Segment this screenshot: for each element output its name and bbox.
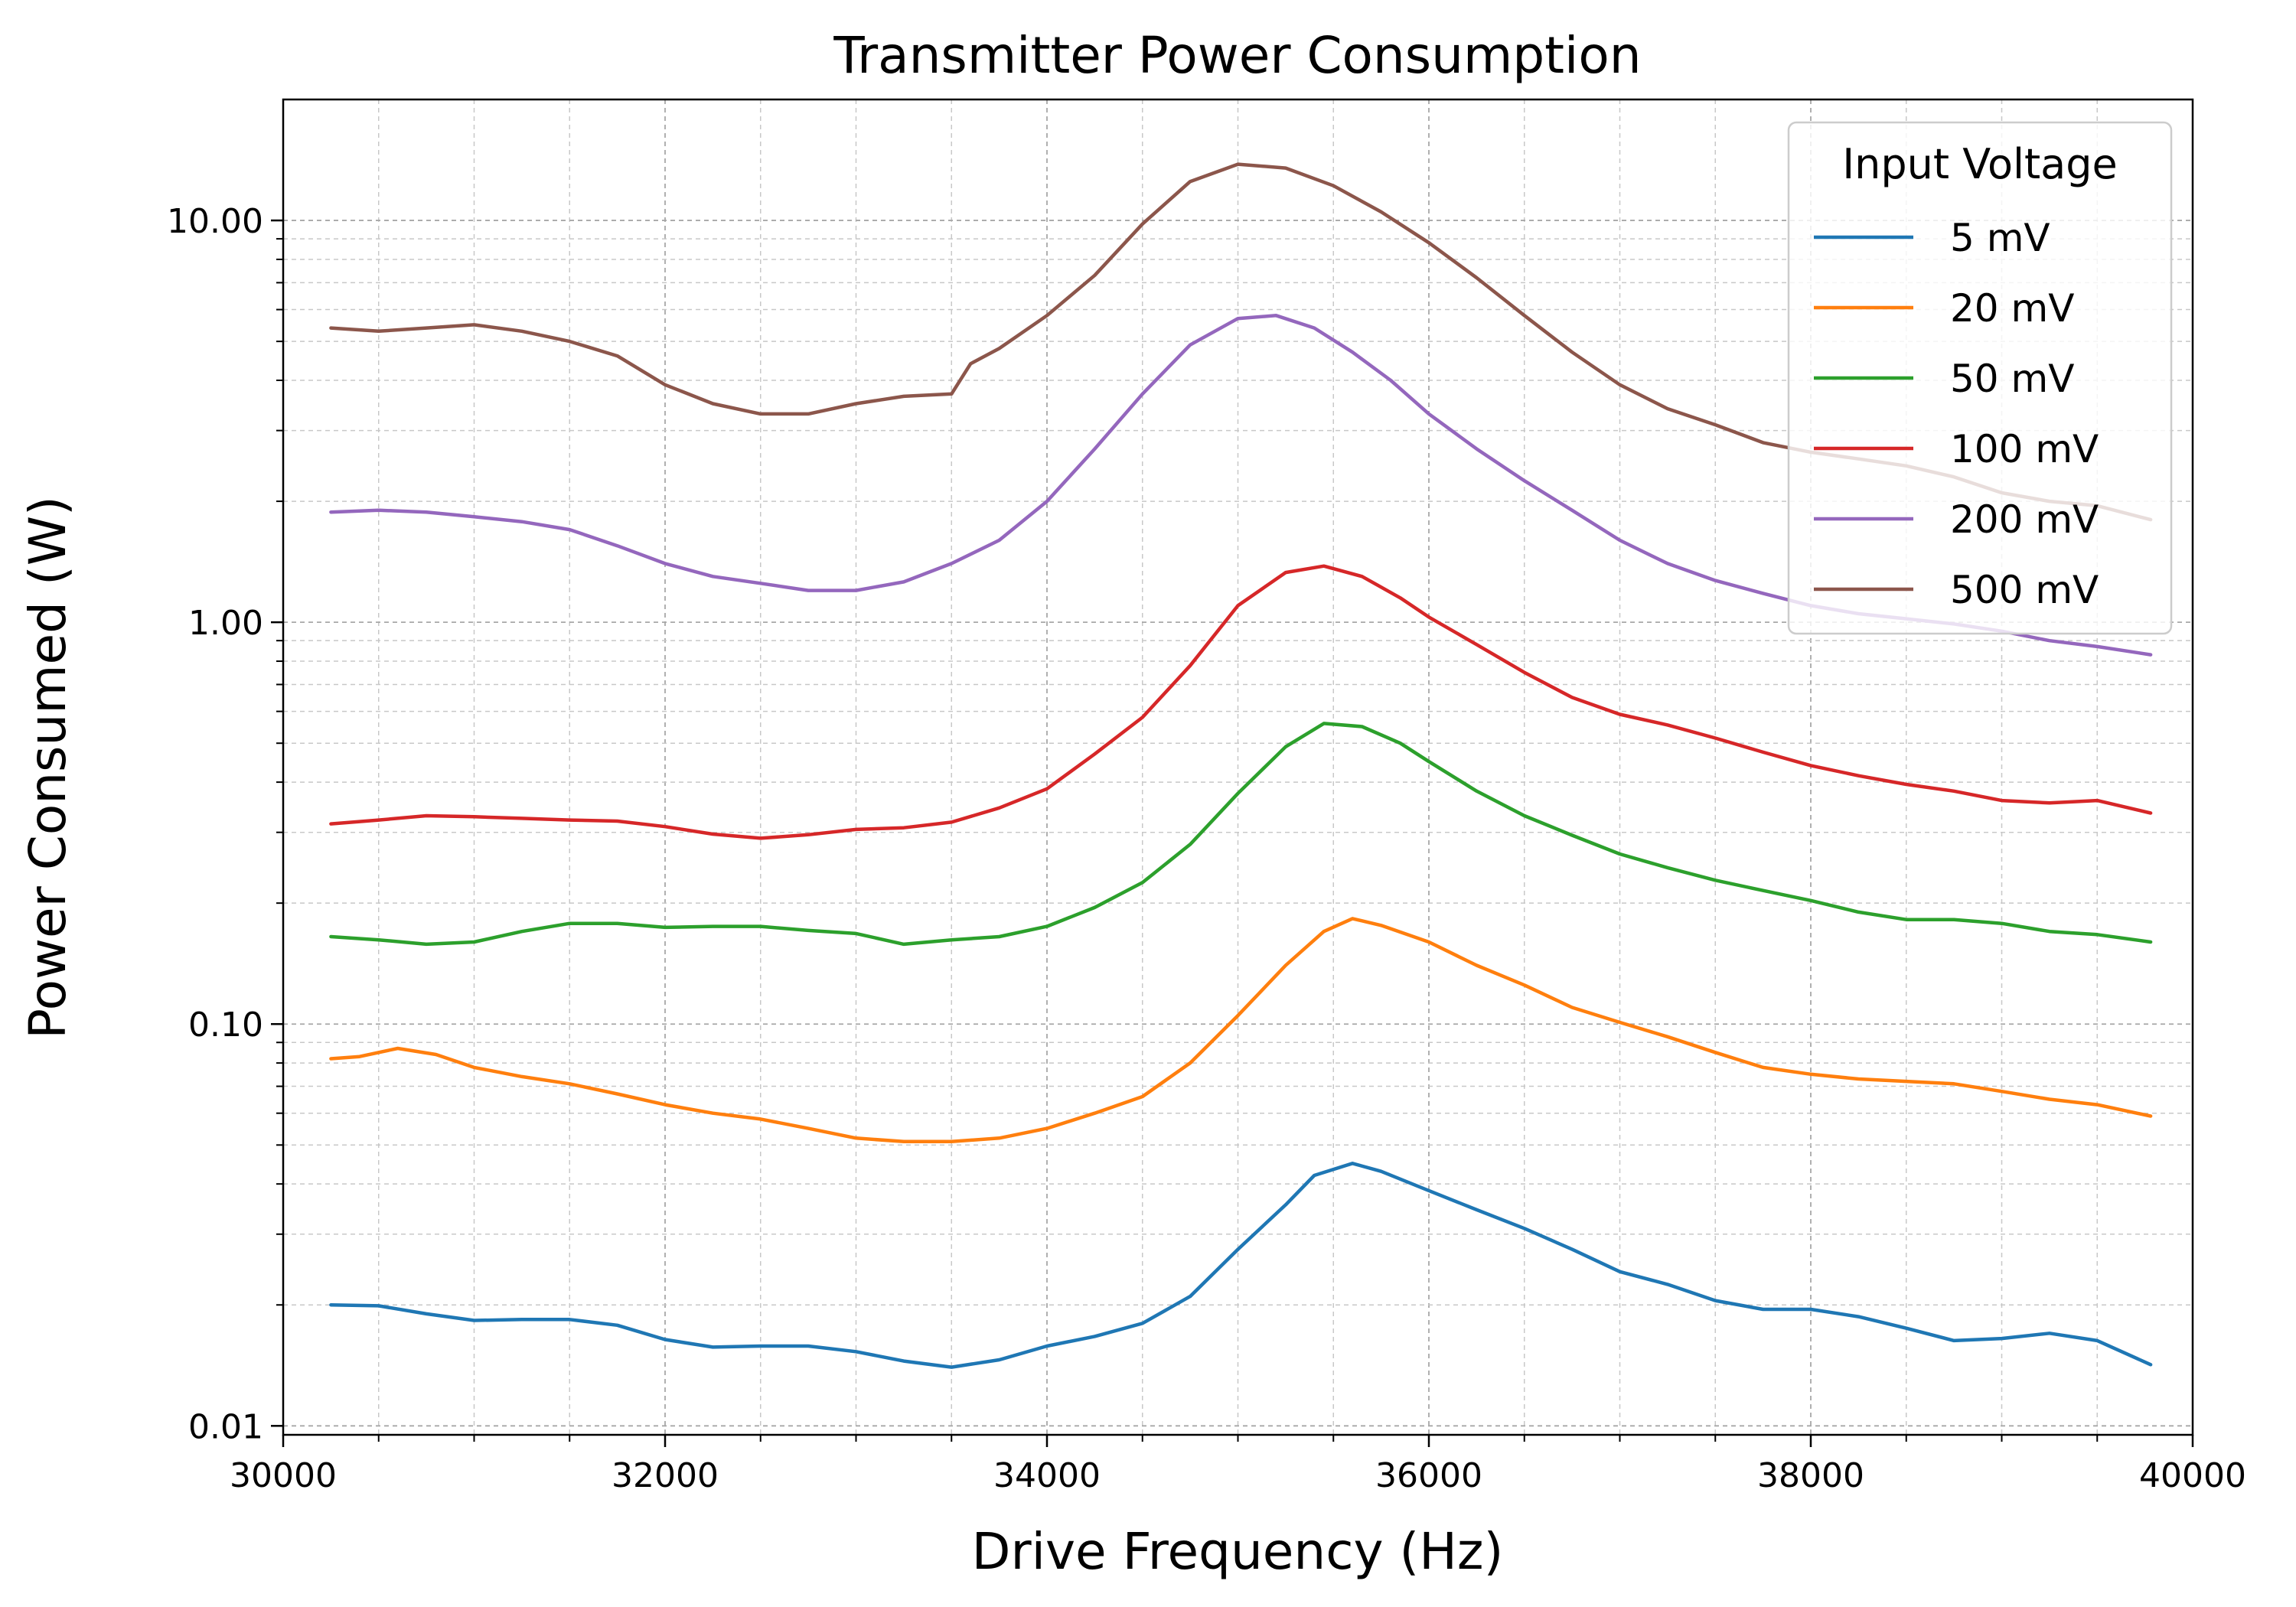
legend-label: 200 mV (1950, 497, 2099, 542)
y-axis-title: Power Consumed (W) (18, 496, 77, 1039)
legend: Input Voltage 5 mV 20 mV 50 mV 100 mV 200 mV… (1787, 121, 2173, 635)
x-axis: 30000 32000 34000 36000 38000 40000 (230, 1435, 2246, 1495)
legend-title: Input Voltage (1842, 140, 2118, 188)
legend-label: 20 mV (1950, 286, 2074, 331)
series-line-20-mv (329, 917, 2153, 1144)
legend-label: 50 mV (1950, 357, 2074, 401)
legend-label: 500 mV (1950, 568, 2099, 612)
legend-box (1787, 121, 2173, 635)
y-tick-label: 0.10 (188, 1006, 263, 1045)
y-axis: 0.01 0.10 1.00 10.00 (167, 202, 283, 1446)
legend-items: 5 mV 20 mV 50 mV 100 mV 200 mV 500 mV (1814, 216, 2099, 612)
series-line-5-mv (329, 1162, 2153, 1369)
series-line-50-mv (329, 722, 2153, 947)
y-tick-label: 0.01 (188, 1407, 263, 1446)
chart-title: Transmitter Power Consumption (833, 26, 1641, 85)
legend-label: 5 mV (1950, 216, 2050, 260)
legend-label: 100 mV (1950, 427, 2099, 471)
series-line-100-mv (329, 564, 2153, 840)
x-axis-title: Drive Frequency (Hz) (972, 1522, 1504, 1581)
x-tick-label: 36000 (1375, 1456, 1482, 1495)
y-tick-label: 10.00 (167, 202, 263, 241)
x-tick-label: 32000 (612, 1456, 719, 1495)
x-tick-label: 34000 (993, 1456, 1101, 1495)
x-tick-label: 30000 (230, 1456, 337, 1495)
x-tick-label: 40000 (2139, 1456, 2246, 1495)
y-tick-label: 1.00 (188, 604, 263, 643)
x-tick-label: 38000 (1757, 1456, 1864, 1495)
